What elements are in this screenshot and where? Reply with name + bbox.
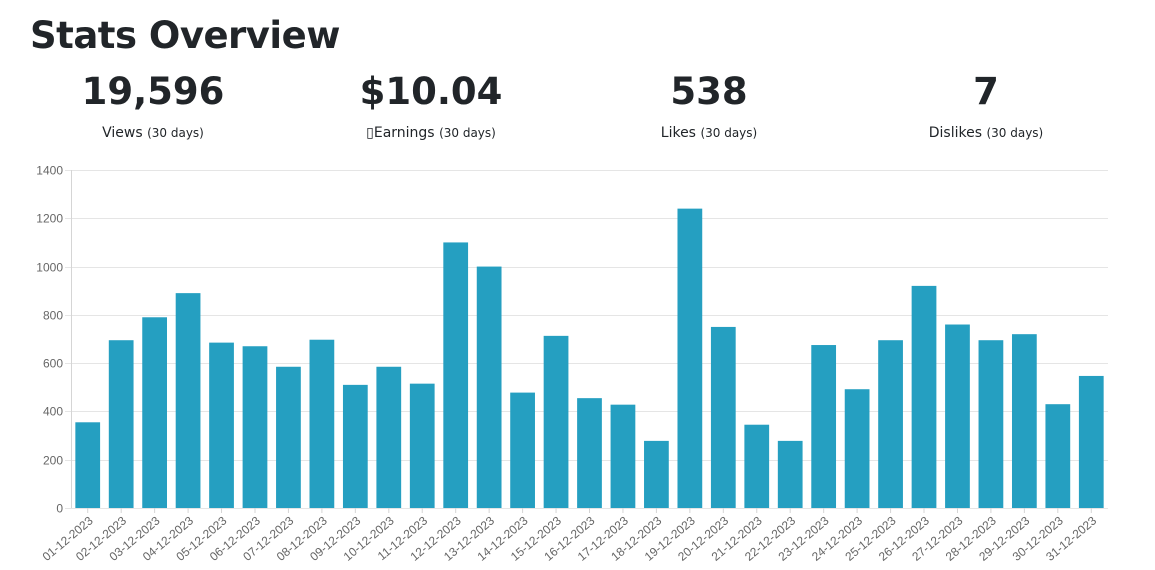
stat-period: (30 days) [147, 126, 204, 140]
bar [409, 383, 435, 508]
bar [108, 340, 134, 508]
bar [577, 398, 602, 508]
bar [677, 208, 703, 508]
grid-layer [65, 170, 1108, 513]
stat-label: Views [102, 125, 143, 141]
bar [878, 340, 903, 508]
bar [744, 424, 770, 508]
views-chart: 0 200 400 600 800 1000 1200 1400 01-12-2023 02-12… [0, 150, 1155, 570]
y-tick-label: 1200 [36, 212, 63, 226]
y-tick-label: 800 [43, 309, 63, 323]
bar [443, 242, 469, 508]
bar [811, 345, 837, 508]
y-tick-label: 400 [43, 405, 63, 419]
stat-value: 19,596 [81, 70, 225, 113]
stat-period: (30 days) [986, 126, 1044, 140]
bar [242, 346, 268, 508]
bar [376, 366, 402, 508]
stat-period: (30 days) [439, 126, 496, 140]
bar [945, 324, 970, 508]
bar [610, 404, 636, 508]
y-tick-label: 200 [43, 454, 63, 468]
stat-caption: Likes (30 days) [589, 123, 829, 143]
bar [75, 422, 101, 508]
stat-value: 7 [973, 70, 999, 113]
stat-dislikes: 7 Dislikes (30 days) [866, 68, 1106, 143]
bar [342, 384, 368, 508]
bar-layer [75, 208, 1104, 508]
stat-period: (30 days) [700, 126, 758, 140]
bar [644, 440, 669, 508]
stat-caption: Views (30 days) [33, 123, 273, 143]
bar [209, 342, 234, 508]
bar [1045, 404, 1071, 508]
stat-label: ▯Earnings [366, 125, 435, 141]
stat-label: Likes [660, 125, 696, 141]
stat-label: Dislikes [928, 125, 983, 141]
page-title: Stats Overview [30, 14, 340, 57]
stat-views: 19,596 Views (30 days) [33, 68, 273, 143]
bar [276, 366, 301, 508]
stat-caption: Dislikes (30 days) [866, 123, 1106, 143]
bar [142, 317, 167, 508]
bar [1078, 375, 1104, 508]
stat-earnings: $10.04 ▯Earnings (30 days) [311, 68, 551, 143]
y-tick-label: 1000 [36, 261, 63, 275]
stat-caption: ▯Earnings (30 days) [311, 123, 551, 143]
bar [510, 392, 535, 508]
y-tick-label: 0 [56, 502, 63, 516]
stat-value: 538 [670, 70, 748, 113]
bar [175, 293, 201, 508]
bar [476, 266, 502, 508]
bar [978, 340, 1004, 508]
stat-value: $10.04 [359, 70, 503, 113]
bar [911, 285, 937, 508]
bar [309, 339, 335, 508]
stat-likes: 538 Likes (30 days) [589, 68, 829, 143]
y-tick-label: 600 [43, 357, 63, 371]
bar [1011, 334, 1037, 508]
bar [844, 389, 870, 508]
bar-chart-svg: 020040060080010001200140001-12-202302-12… [36, 164, 1108, 564]
bar [777, 440, 803, 508]
bar [543, 335, 569, 508]
y-tick-label: 1400 [36, 164, 63, 178]
bar [710, 326, 736, 508]
